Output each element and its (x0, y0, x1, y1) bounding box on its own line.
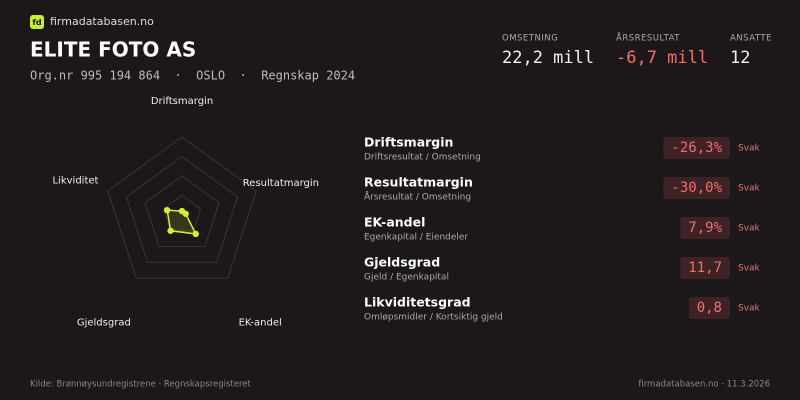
kpi-value: 22,2 mill (502, 48, 594, 68)
metric-name: Gjeldsgrad (364, 255, 440, 270)
metric-formula: Driftsresultat / Omsetning (364, 153, 481, 163)
radar-ring (107, 136, 257, 279)
source: Kilde: Brønnøysundregistrene · Regnskaps… (30, 380, 252, 390)
kpi-value: -6,7 mill (616, 48, 708, 68)
radar-ring (144, 175, 220, 248)
rating: Svak (738, 144, 761, 154)
metric-value: 0,8 (697, 300, 722, 316)
radar-point (192, 230, 199, 238)
value-box (663, 177, 730, 199)
radar-point (163, 206, 171, 214)
radar-label: Gjeldsgrad (77, 318, 131, 329)
rating: Svak (738, 224, 761, 234)
metric-name: Likviditetsgrad (364, 295, 471, 310)
metric-formula: Gjeld / Egenkapital (364, 273, 449, 283)
radar-label: EK-andel (239, 318, 282, 329)
kpi-label: ÅRSRESULTAT (616, 32, 680, 44)
radar-label: Driftsmargin (151, 96, 213, 107)
radar-ring (162, 194, 202, 232)
company-title: ELITE FOTO AS (30, 38, 196, 62)
kpi-label: ANSATTE (730, 34, 772, 44)
radar-point (182, 210, 189, 217)
metric-name: Driftsmargin (364, 135, 453, 150)
site: firmadatabasen.no · 11.3.2026 (638, 380, 770, 390)
metric-name: Resultatmargin (364, 175, 473, 190)
kpi-label: OMSETNING (502, 34, 558, 44)
value-box (688, 297, 730, 319)
radar-label: Resultatmargin (243, 178, 319, 189)
value-box (663, 137, 730, 159)
value-box (680, 217, 730, 239)
radar-point (167, 227, 174, 234)
radar-label: Likviditet (52, 175, 98, 186)
metric-formula: Årsresultat / Omsetning (364, 191, 471, 203)
metric-value: -26,3% (671, 140, 722, 156)
logo: fd (32, 18, 41, 27)
radar-ring (125, 155, 239, 263)
metric-name: EK-andel (364, 215, 425, 230)
rating: Svak (738, 184, 761, 194)
metric-value: -30,0% (671, 180, 722, 196)
metric-value: 11,7 (688, 260, 722, 276)
brand: firmadatabasen.no (50, 15, 154, 28)
value-box (680, 257, 730, 279)
metric-formula: Omløpsmidler / Kortsiktig gjeld (364, 313, 503, 323)
metric-formula: Egenkapital / Eiendeler (364, 233, 468, 243)
metric-value: 7,9% (688, 220, 722, 236)
logo-box (30, 15, 44, 29)
subtitle: Org.nr 995 194 864 · OSLO · Regnskap 202… (30, 69, 355, 83)
rating: Svak (738, 264, 761, 274)
kpi-value: 12 (730, 48, 750, 68)
rating: Svak (738, 304, 761, 314)
